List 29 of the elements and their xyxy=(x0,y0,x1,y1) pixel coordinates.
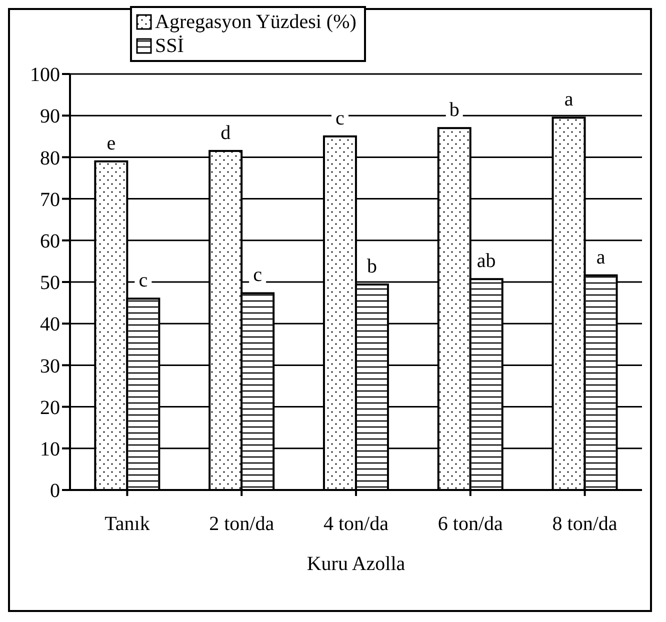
annotation: b xyxy=(366,255,377,278)
annotation: a xyxy=(596,246,606,268)
annotation: e xyxy=(106,132,116,154)
y-tick-label: 30 xyxy=(40,355,60,378)
y-tick-label: 100 xyxy=(30,64,60,86)
annotation: c xyxy=(253,264,262,286)
y-tick-label: 40 xyxy=(40,314,60,336)
y-tick-label: 60 xyxy=(40,230,60,252)
y-tick-label: 70 xyxy=(40,188,60,211)
annotation: ab xyxy=(476,250,496,272)
y-tick-label: 10 xyxy=(40,438,60,460)
annotation: c xyxy=(138,270,148,292)
legend-label: Agregasyon Yüzdesi (%) xyxy=(155,10,356,34)
x-axis-title: Kuru Azolla xyxy=(306,553,406,575)
x-tick-label: 2 ton/da xyxy=(209,513,274,536)
y-tick-label: 90 xyxy=(40,106,60,128)
annotation: d xyxy=(220,122,231,144)
annotation: b xyxy=(449,99,460,122)
y-tick-label: 20 xyxy=(40,396,60,419)
x-tick-label: 4 ton/da xyxy=(324,513,389,536)
x-tick-label: 8 ton/da xyxy=(552,513,618,536)
y-tick-label: 80 xyxy=(40,147,60,170)
y-tick-label: 0 xyxy=(50,480,60,502)
y-tick-label: 50 xyxy=(40,272,60,294)
x-tick-label: Tanık xyxy=(104,513,150,536)
x-tick-label: 6 ton/da xyxy=(438,513,504,536)
annotation: c xyxy=(336,107,345,130)
legend-label: SSİ xyxy=(155,34,184,58)
annotation: a xyxy=(564,88,574,111)
